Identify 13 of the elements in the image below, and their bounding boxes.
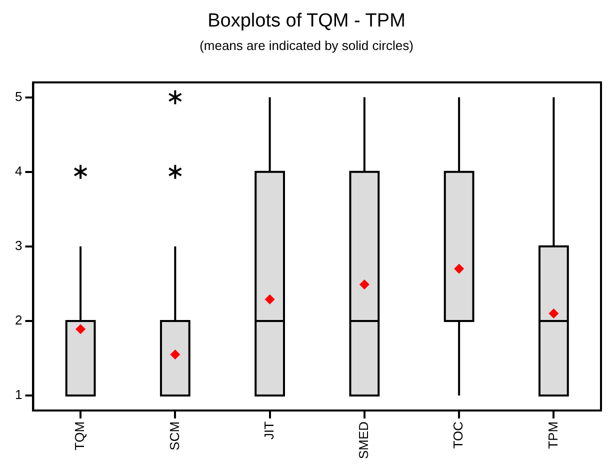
chart-title: Boxplots of TQM - TPM <box>208 10 406 32</box>
x-tick-label: SMED <box>356 421 372 460</box>
x-tick-label: TOC <box>450 421 466 449</box>
y-tick-label: 4 <box>14 163 22 178</box>
y-tick-label: 5 <box>14 88 22 104</box>
x-tick-label: TQM <box>72 421 88 450</box>
x-tick-label: JIT <box>261 421 276 440</box>
y-tick-label: 3 <box>14 238 22 253</box>
x-tick-label: TPM <box>545 421 560 449</box>
y-tick-label: 2 <box>14 312 22 328</box>
chart-subtitle: (means are indicated by solid circles) <box>200 38 414 54</box>
x-tick-label: SCM <box>166 421 182 450</box>
y-tick-label: 1 <box>14 387 22 402</box>
